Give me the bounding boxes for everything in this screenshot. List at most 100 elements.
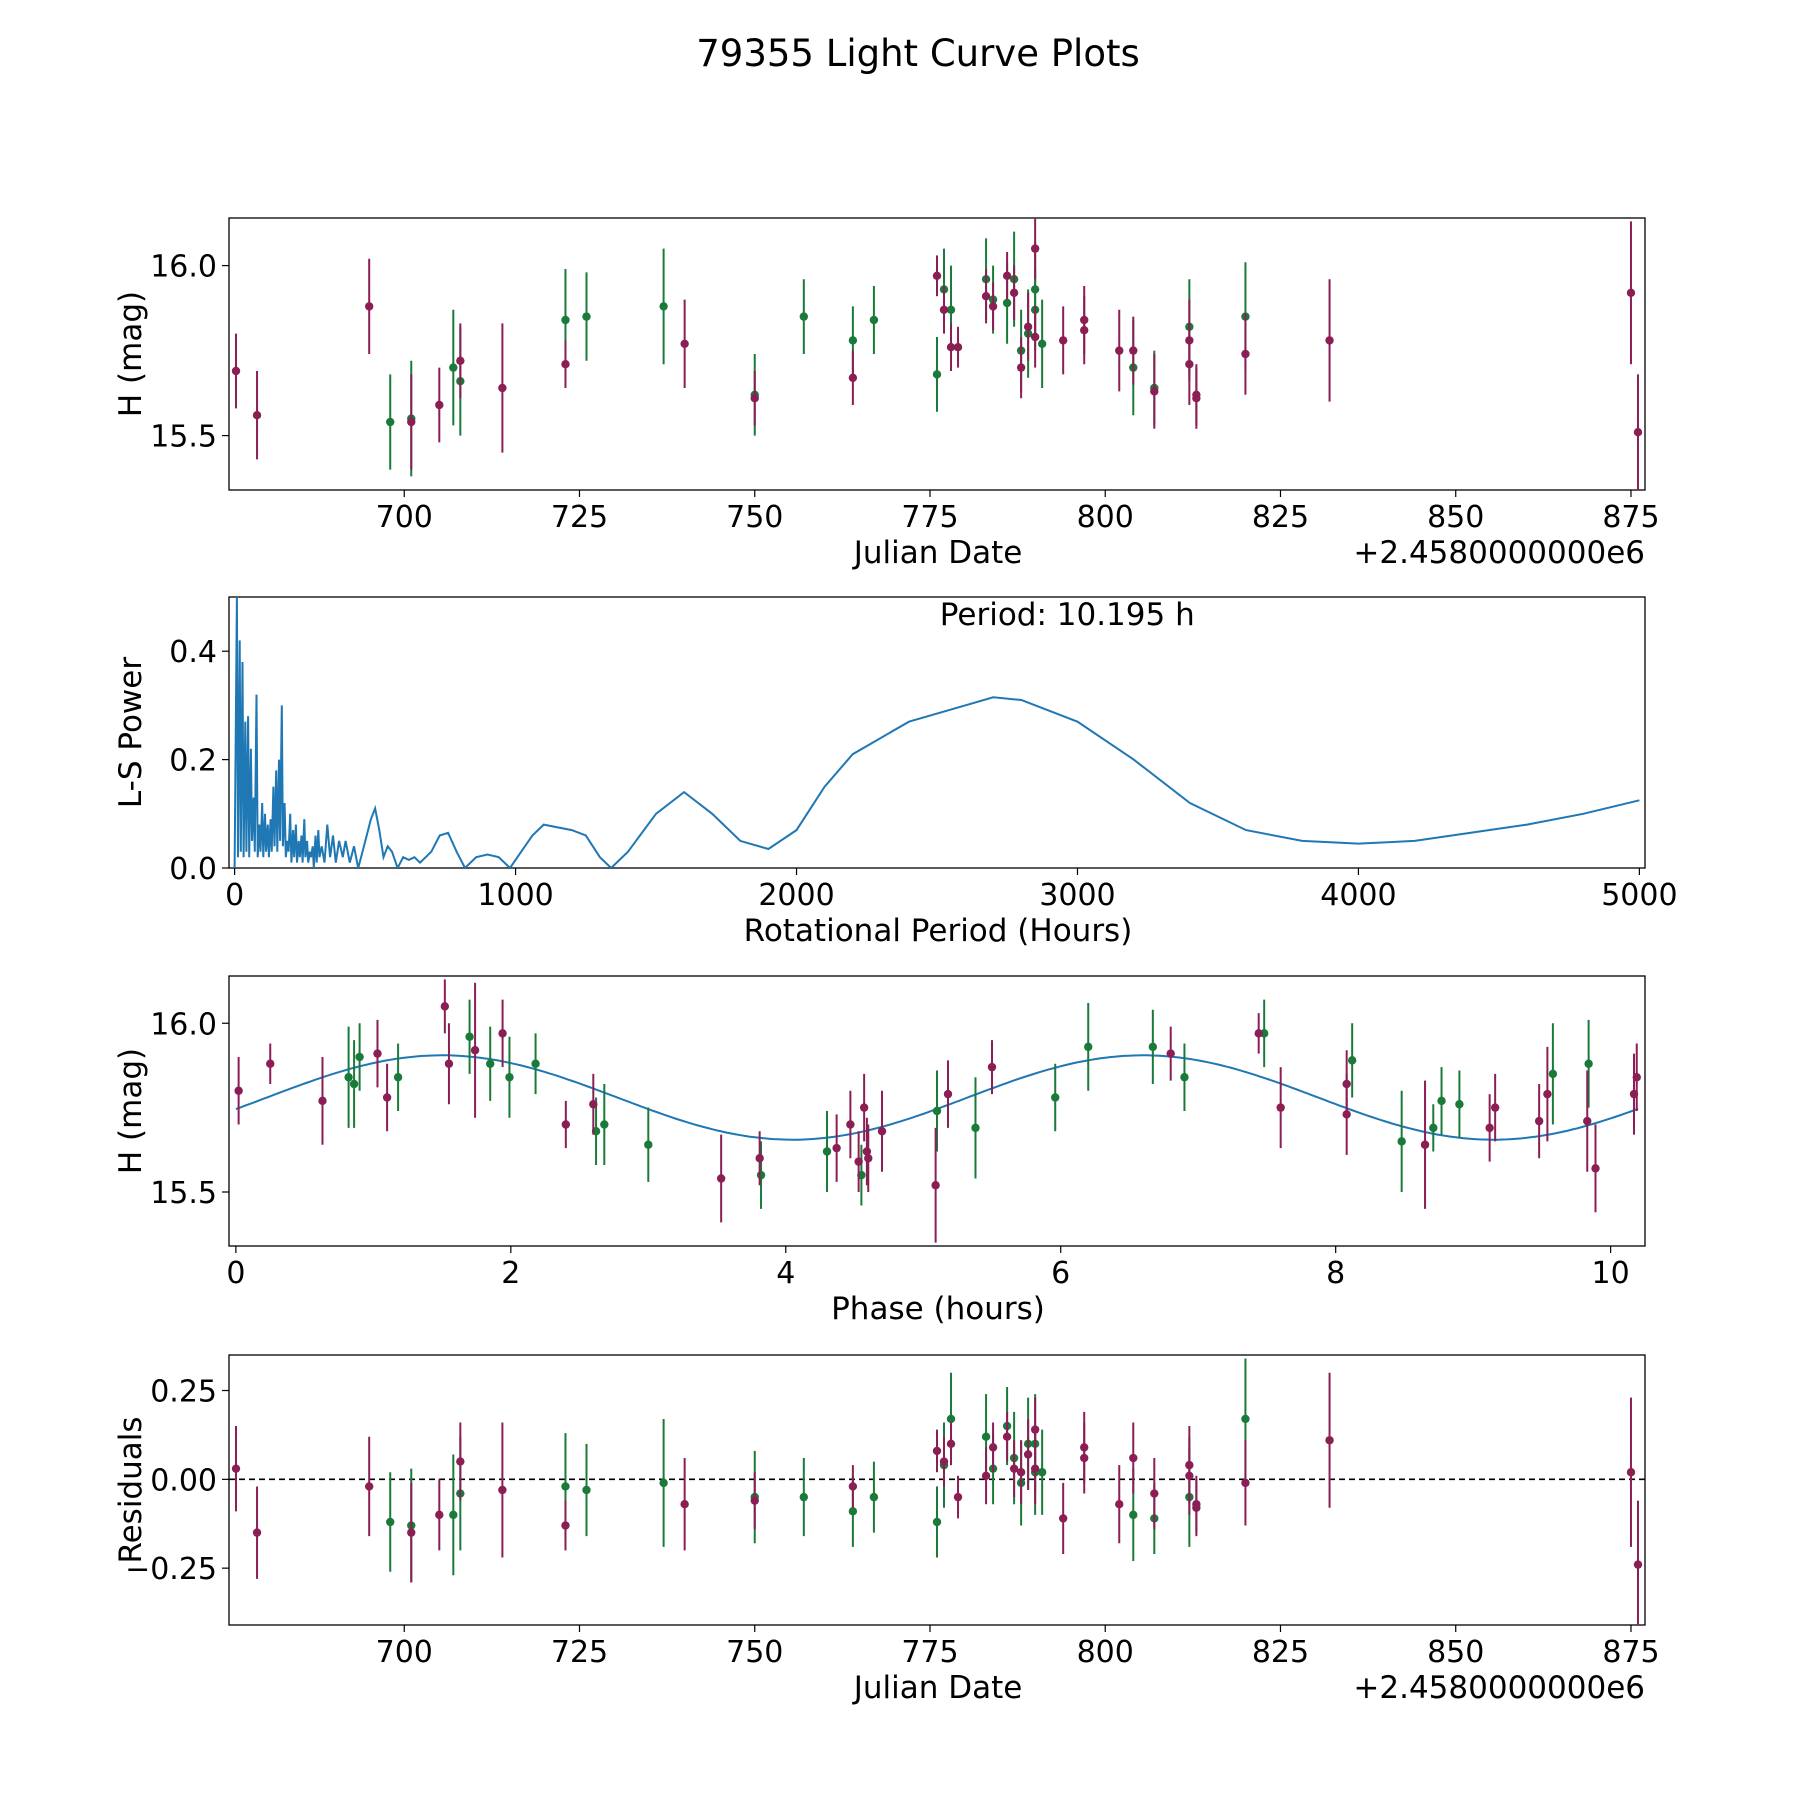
data-point <box>680 1500 689 1509</box>
data-point <box>822 1147 832 1156</box>
x-tick-label: 825 <box>1252 1635 1309 1670</box>
power-line <box>233 597 1640 868</box>
data-point <box>349 1079 359 1089</box>
data-point <box>318 1096 327 1106</box>
data-point <box>252 411 262 420</box>
x-tick-label: 775 <box>901 1635 958 1670</box>
data-point <box>932 1517 942 1527</box>
data-point <box>266 1059 275 1068</box>
data-point <box>932 370 942 379</box>
x-tick-label: 800 <box>1077 500 1134 535</box>
data-point <box>505 1073 514 1082</box>
data-point <box>1583 1116 1592 1126</box>
data-point <box>981 1432 991 1441</box>
period-annotation: Period: 10.195 h <box>940 597 1195 633</box>
x-tick-label: 750 <box>726 1635 783 1670</box>
x-tick-label: 850 <box>1427 1635 1484 1670</box>
x-axis-label: Rotational Period (Hours) <box>744 913 1133 949</box>
data-point <box>1241 1478 1250 1488</box>
data-point <box>1254 1029 1263 1038</box>
data-point <box>953 1492 963 1502</box>
data-point <box>444 1059 454 1068</box>
data-point <box>561 315 570 325</box>
data-point <box>750 1496 759 1505</box>
data-point <box>1180 1073 1189 1082</box>
data-point <box>561 360 570 369</box>
data-point <box>932 1446 942 1456</box>
data-point <box>1397 1137 1406 1146</box>
x-axis-label: Phase (hours) <box>831 1291 1045 1327</box>
x-offset-label: +2.4580000000e6 <box>1353 535 1645 571</box>
x-tick-label: 2000 <box>758 878 834 913</box>
y-tick-label: 0.25 <box>150 1375 217 1410</box>
data-point <box>561 1521 570 1530</box>
data-point <box>364 302 374 311</box>
data-point <box>1185 1471 1194 1480</box>
x-tick-label: 0 <box>226 1256 245 1291</box>
data-point <box>659 1478 668 1488</box>
data-point <box>1584 1059 1593 1068</box>
x-tick-label: 8 <box>1326 1256 1345 1291</box>
data-point <box>939 305 949 314</box>
axes-frame <box>228 596 1646 869</box>
data-point <box>799 312 809 321</box>
data-point <box>531 1059 540 1068</box>
x-tick-label: 4000 <box>1320 878 1396 913</box>
data-point <box>1150 1489 1159 1498</box>
data-point <box>946 1414 956 1424</box>
data-point <box>1342 1110 1351 1119</box>
plot-area <box>229 1358 1645 1625</box>
data-point <box>1030 1425 1040 1434</box>
x-offset-label: +2.4580000000e6 <box>1353 1670 1645 1706</box>
data-point <box>1129 346 1138 355</box>
data-point <box>561 1120 571 1129</box>
data-point <box>680 339 689 348</box>
data-point <box>456 1457 465 1466</box>
series-maroon <box>231 218 1643 490</box>
axes-frame <box>228 975 1646 1247</box>
x-axis-label: Julian Date <box>852 1670 1023 1706</box>
plot-area <box>231 218 1643 490</box>
data-point <box>589 1100 598 1109</box>
data-point <box>373 1049 382 1058</box>
series-green <box>344 999 1593 1209</box>
data-point <box>1626 288 1636 297</box>
data-point <box>1080 315 1089 325</box>
y-tick-label: 0.2 <box>169 744 217 779</box>
data-point <box>659 302 668 311</box>
data-point <box>449 1510 458 1520</box>
data-point <box>1058 336 1068 345</box>
data-point <box>1016 1468 1026 1477</box>
data-point <box>832 1143 841 1153</box>
data-point <box>932 271 942 280</box>
data-point <box>1241 1414 1250 1424</box>
y-tick-label: 16.0 <box>150 250 217 285</box>
y-tick-label: 16.0 <box>150 1007 217 1042</box>
data-point <box>498 1029 507 1038</box>
plot-area <box>234 979 1641 1243</box>
y-axis-label: H (mag) <box>113 1048 149 1174</box>
data-point <box>1192 390 1201 399</box>
data-point <box>1185 336 1194 345</box>
panel-lightcurve: 700 725 750 775 800 825 850 875 15.5 16.0 Julian D… <box>113 217 1660 571</box>
data-point <box>1037 1468 1047 1477</box>
x-tick-label: 825 <box>1252 500 1309 535</box>
data-point <box>449 363 458 372</box>
data-point <box>440 1002 450 1011</box>
data-point <box>486 1059 495 1068</box>
panel-residuals: 700 725 750 775 800 825 850 875 −0.25 0.00 0.25 Jul… <box>113 1354 1660 1706</box>
data-point <box>1429 1123 1438 1133</box>
data-point <box>988 1443 998 1452</box>
data-point <box>1016 363 1026 372</box>
data-point <box>1009 1464 1019 1473</box>
data-point <box>1023 1450 1033 1459</box>
data-point <box>987 1062 997 1072</box>
data-point <box>1030 332 1040 342</box>
x-tick-label: 725 <box>551 1635 608 1670</box>
data-point <box>1148 1042 1158 1052</box>
y-axis-label: L-S Power <box>113 657 149 808</box>
x-tick-label: 6 <box>1051 1256 1070 1291</box>
data-point <box>1002 298 1012 308</box>
data-point <box>1150 387 1159 396</box>
